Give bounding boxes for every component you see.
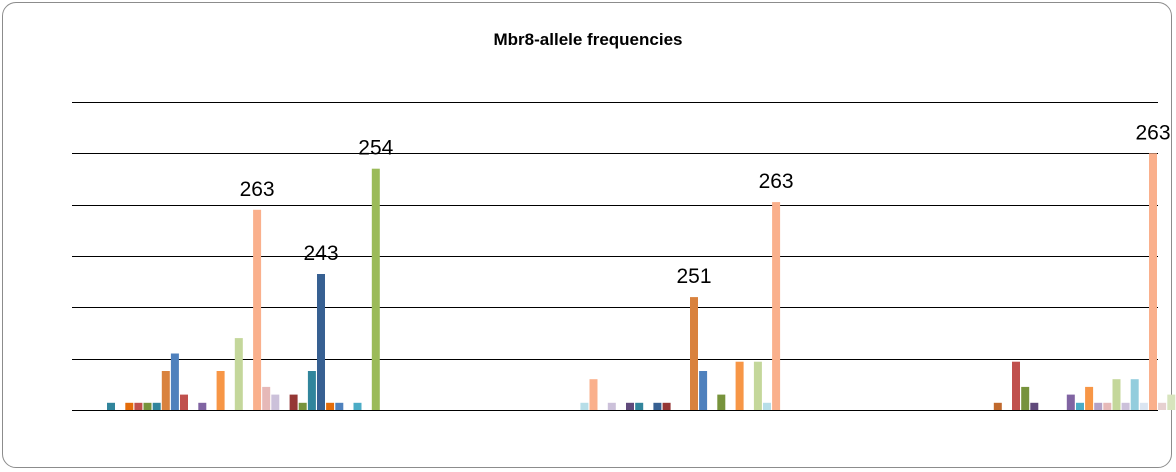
bar-data-label: 243 [303,242,338,265]
bar [662,402,671,410]
bar [1103,402,1112,410]
bar [653,402,662,410]
bar [353,402,362,410]
bar [1012,361,1020,410]
bar [307,371,316,410]
bar [298,402,307,410]
bar [772,202,781,410]
bar [993,402,1002,410]
bar [1076,402,1084,410]
bar [143,402,152,410]
bar-data-label: 254 [358,137,393,160]
bar [690,297,698,410]
bar [1130,379,1139,410]
bar [134,402,143,410]
bar-data-label: 251 [676,265,711,288]
bar [152,402,161,410]
bar [753,361,762,410]
bar [326,402,335,410]
bar [1066,394,1075,410]
bar [180,394,188,410]
bar [1085,386,1094,410]
bar [371,168,380,410]
bar [1158,402,1167,410]
bar [1030,402,1039,410]
bar [253,209,262,410]
bar [699,371,708,410]
bar [1112,379,1121,410]
bar-data-label: 263 [240,178,275,201]
chart-title: Mbr8-allele frequencies [493,30,683,49]
bar [335,402,344,410]
bar [735,361,744,410]
bar [589,379,598,410]
bar [317,274,325,410]
bar-data-label: 263 [759,170,794,193]
bar [125,402,134,410]
bar [271,394,280,410]
bar [626,402,634,410]
bar [1149,153,1157,411]
bar [1021,386,1030,410]
bar [580,402,589,410]
bar [170,353,179,410]
bar [262,386,271,410]
bar [607,402,616,410]
bar [107,402,115,410]
gridlines [72,102,1158,411]
bar [198,402,207,410]
data-labels: 263 243 254 251 263 263 [240,121,1171,288]
bar-data-label: 263 [1135,121,1170,144]
bar [234,338,243,410]
bar [1167,394,1176,410]
bar [1094,402,1103,410]
bar [635,402,644,410]
bar [1139,402,1148,410]
bar [717,394,726,410]
bar [1121,402,1130,410]
bar-series [107,153,1176,411]
bar [161,371,170,410]
bar [763,402,771,410]
bar [216,371,225,410]
bar [289,394,298,410]
